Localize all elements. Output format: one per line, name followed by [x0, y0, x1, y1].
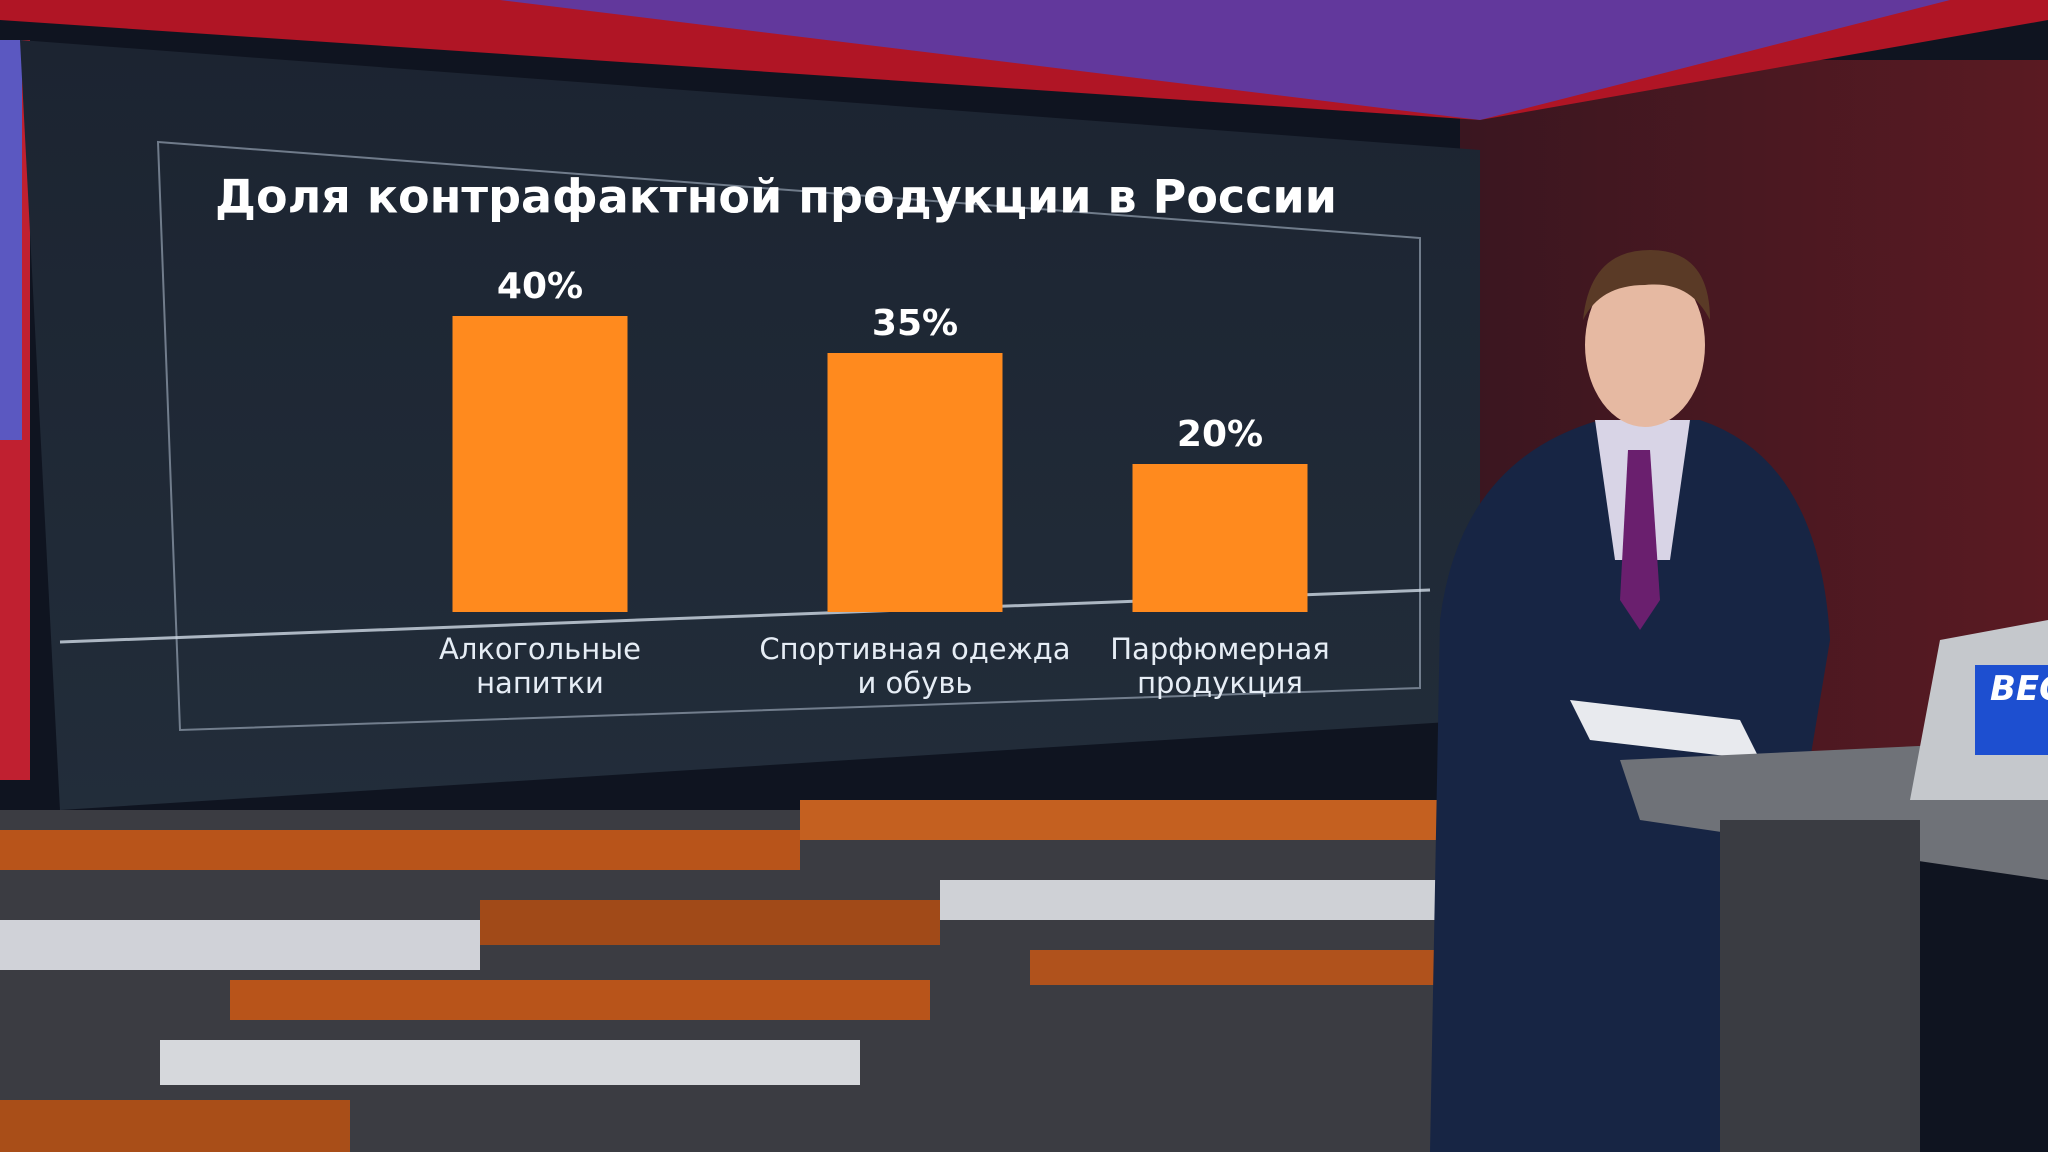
stripe — [940, 880, 1480, 920]
presenter-tie — [1620, 450, 1660, 630]
category-label: Парфюмерная продукция — [1110, 632, 1330, 700]
stripe — [480, 900, 940, 945]
category-label: Спортивная одежда и обувь — [759, 632, 1071, 700]
bar — [452, 316, 628, 612]
category-label: Алкогольные напитки — [439, 632, 641, 700]
stripe — [0, 830, 800, 870]
stripe — [230, 980, 930, 1020]
stripe — [0, 1100, 350, 1152]
logo-text: ВЕСТ — [1990, 669, 2048, 709]
stripe — [800, 800, 1480, 840]
value-label: 20% — [1177, 414, 1263, 455]
logo-box — [1975, 665, 2048, 755]
presenter-head — [1585, 263, 1705, 427]
presenter-hair — [1583, 250, 1710, 320]
video-wall — [20, 40, 1480, 810]
value-label: 40% — [497, 266, 583, 307]
bar — [827, 353, 1003, 612]
bar — [1132, 464, 1308, 612]
value-label: 35% — [872, 303, 958, 344]
podium — [1720, 820, 1920, 1152]
blue-light — [500, 0, 1950, 120]
stripe — [1030, 950, 1480, 985]
stripe — [160, 1040, 860, 1085]
papers — [1570, 700, 1760, 760]
chart-title: Доля контрафактной продукции в России — [215, 170, 1337, 224]
stripe — [0, 920, 480, 970]
panel-frame — [156, 140, 1421, 732]
left-blue — [0, 40, 22, 440]
